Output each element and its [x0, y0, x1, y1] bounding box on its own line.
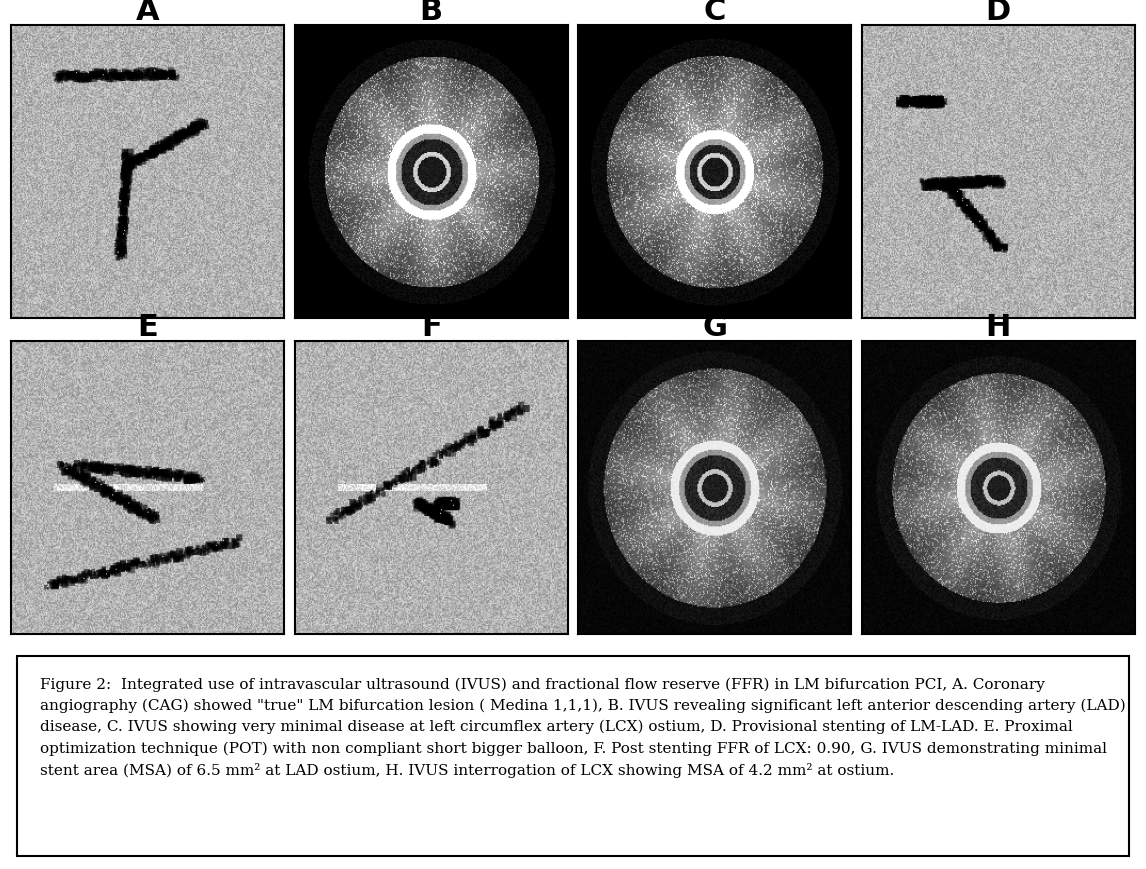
Title: F: F [421, 313, 441, 342]
Title: D: D [986, 0, 1011, 26]
Title: B: B [419, 0, 442, 26]
Title: G: G [702, 313, 728, 342]
Title: H: H [986, 313, 1011, 342]
Title: C: C [704, 0, 725, 26]
FancyBboxPatch shape [17, 656, 1129, 856]
Title: A: A [136, 0, 159, 26]
Title: E: E [138, 313, 158, 342]
Text: Figure 2:  Integrated use of intravascular ultrasound (IVUS) and fractional flow: Figure 2: Integrated use of intravascula… [39, 677, 1125, 777]
